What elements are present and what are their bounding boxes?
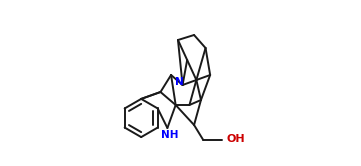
Text: N: N	[175, 77, 184, 87]
Text: OH: OH	[227, 134, 245, 144]
Text: NH: NH	[161, 130, 178, 140]
